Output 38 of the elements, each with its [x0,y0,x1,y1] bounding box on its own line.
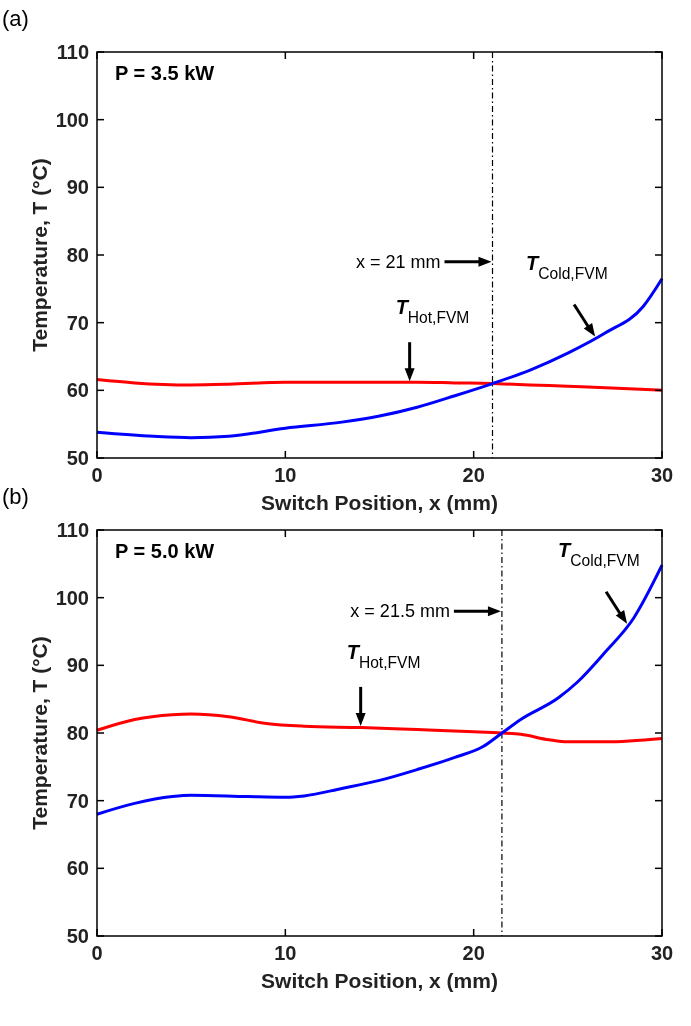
text: P = 5.0 kW [115,540,215,562]
y-axis-title: Temperature, T (°C) [28,636,51,830]
text: P = 3.5 kW [115,62,215,84]
x-axis-title: Switch Position, x (mm) [261,491,498,514]
x-tick-label: 0 [91,942,103,964]
y-tick-label: 110 [56,41,89,63]
y-tick-label: 100 [55,108,89,131]
x-tick-label: 0 [91,464,103,486]
annotation: T$_{Hot,FVM}$ [395,296,470,326]
text: (a) [2,6,29,31]
annotation: T$_{Hot,FVM}$ [346,640,421,671]
y-tick-label: 90 [66,176,89,199]
y-tick-label: 100 [55,586,89,609]
text: (b) [2,484,29,509]
y-tick-label: 80 [66,244,89,266]
annotation: T$_{Cold,FVM}$ [558,538,640,569]
ref-line-label: x = 21 mm [355,251,441,272]
y-tick-label: 90 [66,654,89,677]
y-tick-label: 50 [66,447,89,469]
y-tick-label: 70 [66,789,89,812]
y-tick-label: 110 [56,519,89,541]
line-series [95,712,664,744]
line-series [95,378,664,392]
x-tick-label: 30 [650,464,674,486]
x-tick-label: 10 [274,464,297,486]
x-tick-label: 20 [462,942,485,964]
ref-line-label: x = 21.5 mm [350,601,450,622]
annotation: T$_{Cold,FVM}$ [526,251,608,282]
y-tick-label: 60 [66,379,89,402]
y-axis-title: Temperature, T (°C) [28,158,51,352]
y-tick-label: 80 [66,722,89,744]
x-tick-label: 10 [274,942,297,964]
y-tick-label: 60 [66,857,89,880]
y-tick-label: 70 [66,311,89,334]
x-tick-label: 20 [462,464,485,486]
x-tick-label: 30 [650,942,674,964]
x-axis-title: Switch Position, x (mm) [261,969,498,992]
y-tick-label: 50 [66,925,89,947]
